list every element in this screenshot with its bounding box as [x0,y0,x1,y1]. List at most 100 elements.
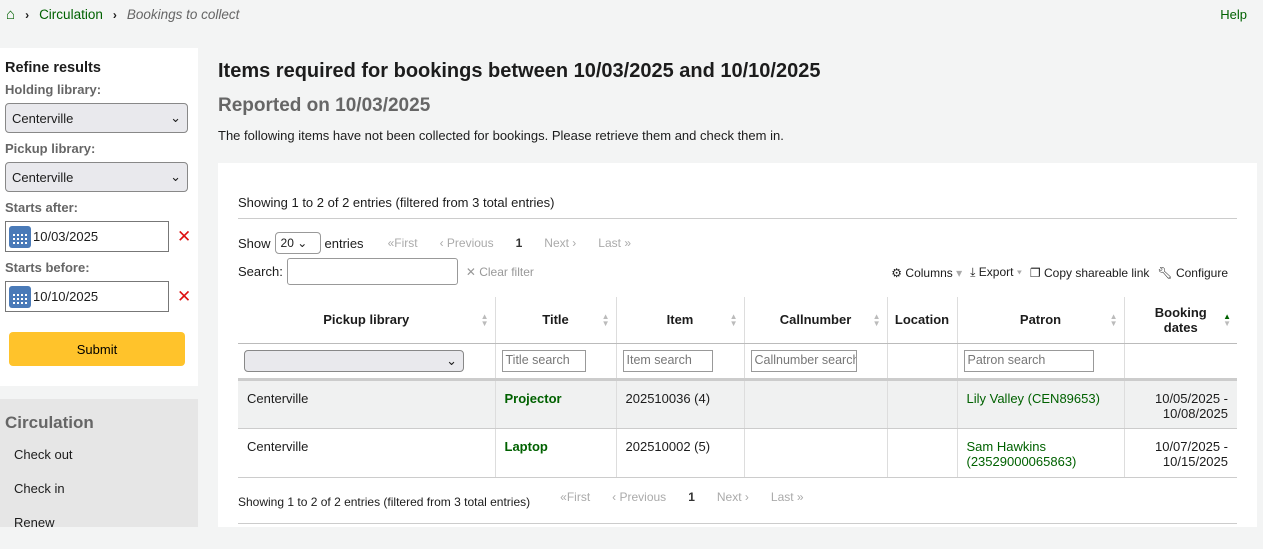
title-filter[interactable]: Title search [501,349,586,372]
home-icon[interactable]: ⌂ [6,6,16,23]
breadcrumb-circulation[interactable]: Circulation [39,7,103,22]
table-footer: Showing 1 to 2 of 2 entries (filtered fr… [238,490,804,509]
cell-dates: 10/07/2025 - 10/15/2025 [1123,428,1237,478]
chevron-down-icon: ⌄ [446,352,457,368]
first-button[interactable]: «First [560,490,591,504]
cell-dates: 10/05/2025 - 10/08/2025 [1123,379,1237,429]
header-callnumber[interactable]: Callnumber ▲ ▼ [743,297,887,344]
search-control: Search: ✕ Clear filter [238,258,534,285]
copy-icon: ❐ [1029,265,1041,280]
page-current[interactable]: 1 [688,490,695,504]
header-booking-dates[interactable]: Booking dates ▲ ▼ [1123,297,1237,344]
next-button[interactable]: Next › [716,490,749,504]
submit-button[interactable]: Submit [9,332,185,366]
clear-icon[interactable]: ✕ [177,286,192,306]
wrench-icon: 🔧︎ [1157,265,1173,280]
chevron-icon: › [112,7,117,22]
show-label: Show [238,235,271,251]
clear-icon[interactable]: ✕ [177,226,192,246]
refine-panel: Refine results Holding library: Centervi… [0,48,198,386]
table-info-bottom: Showing 1 to 2 of 2 entries (filtered fr… [238,495,531,509]
last-button[interactable]: Last » [598,236,631,250]
header-title[interactable]: Title ▲ ▼ [494,297,616,344]
pickup-library-select[interactable]: Centerville ⌄ [5,162,188,192]
export-label: Export [978,265,1014,279]
header-pickup-library[interactable]: Pickup library ▲ ▼ [238,297,495,344]
search-input[interactable] [286,258,458,285]
export-button[interactable]: ⤓ Export ▾ [970,265,1022,279]
configure-button[interactable]: 🔧︎ Configure [1157,266,1228,280]
item-filter[interactable]: Item search [622,349,713,372]
next-button[interactable]: Next › [544,236,577,250]
before-label: Starts before: [5,260,90,275]
starts-after-input[interactable]: 10/03/2025 [5,221,169,252]
header-label: Title [542,312,569,328]
page-title: Items required for bookings between 10/0… [218,60,821,82]
pickup-filter-select[interactable]: ⌄ [244,349,464,372]
header-label: Item [666,312,694,328]
menu-renew[interactable]: Renew [14,515,55,530]
cell-pickup: Centerville [238,379,495,429]
header-item[interactable]: Item ▲ ▼ [615,297,744,344]
table-toolbar: ⚙ Columns ▾ ⤓ Export ▾ ❐ Copy shareable … [891,265,1228,280]
header-label: Callnumber [779,312,852,328]
columns-label: Columns [905,265,953,280]
page-subtitle: Reported on 10/03/2025 [218,95,431,116]
header-patron[interactable]: Patron ▲ ▼ [956,297,1124,344]
sort-icon: ▲ ▼ [480,312,489,328]
length-select[interactable]: 20 ⌄ [274,232,321,254]
circulation-menu-title: Circulation [5,413,94,432]
pager-bottom: «First ‹ Previous 1 Next › Last » [560,490,803,509]
title-link[interactable]: Projector [504,390,562,406]
first-button[interactable]: «First [387,236,418,250]
starts-before-input[interactable]: 10/10/2025 [5,281,169,312]
copy-link-button[interactable]: ❐ Copy shareable link [1030,266,1150,280]
breadcrumb-current: Bookings to collect [126,7,240,22]
sort-icon: ▲ ▼ [601,312,610,328]
table-row: Centerville Projector 202510036 (4) Lily… [238,379,1237,429]
pickup-value: Centerville [12,169,74,185]
header-label: Location [894,312,950,328]
chevron-down-icon: ⌄ [170,110,181,125]
header-location: Location [886,297,957,344]
pickup-label: Pickup library: [5,141,96,156]
callnumber-filter[interactable]: Callnumber search [750,349,857,372]
page-current[interactable]: 1 [515,236,523,250]
title-link[interactable]: Laptop [504,438,548,454]
table-row: Centerville Laptop 202510002 (5) Sam Haw… [238,428,1237,478]
previous-button[interactable]: ‹ Previous [612,490,667,504]
calendar-icon[interactable] [9,285,31,308]
gear-icon: ⚙ [891,265,903,280]
after-label: Starts after: [5,200,78,215]
last-button[interactable]: Last » [770,490,804,504]
search-label: Search: [238,264,283,279]
chevron-icon: › [25,7,30,22]
help-link[interactable]: Help [1220,7,1247,22]
menu-check-out[interactable]: Check out [14,447,73,462]
after-value: 10/03/2025 [33,229,99,244]
circulation-menu: Circulation Check out Check in Renew [0,399,198,530]
previous-button[interactable]: ‹ Previous [439,236,494,250]
patron-link[interactable]: Lily Valley (CEN89653) [966,390,1100,406]
columns-button[interactable]: ⚙ Columns ▾ [891,265,963,280]
sort-asc-icon: ▲ ▼ [1223,312,1231,328]
calendar-icon[interactable] [9,225,31,248]
divider [238,218,1237,219]
header-label: Pickup library [323,312,410,328]
configure-label: Configure [1175,265,1228,280]
breadcrumb: ⌂ › Circulation › Bookings to collect [6,6,239,23]
cell-location [886,379,957,429]
table-info: Showing 1 to 2 of 2 entries (filtered fr… [238,195,555,210]
holding-library-select[interactable]: Centerville ⌄ [5,103,188,133]
holding-value: Centerville [12,110,74,126]
header-label: Booking dates [1154,304,1207,335]
clear-filter-button[interactable]: ✕ Clear filter [465,264,534,279]
sort-icon: ▲ ▼ [872,312,881,328]
patron-filter[interactable]: Patron search [963,349,1094,372]
cell-callnumber [743,379,887,429]
before-value: 10/10/2025 [33,289,99,304]
holding-label: Holding library: [5,82,102,97]
length-value: 20 [280,236,294,250]
patron-link[interactable]: Sam Hawkins (23529000065863) [966,438,1077,469]
menu-check-in[interactable]: Check in [14,481,65,496]
